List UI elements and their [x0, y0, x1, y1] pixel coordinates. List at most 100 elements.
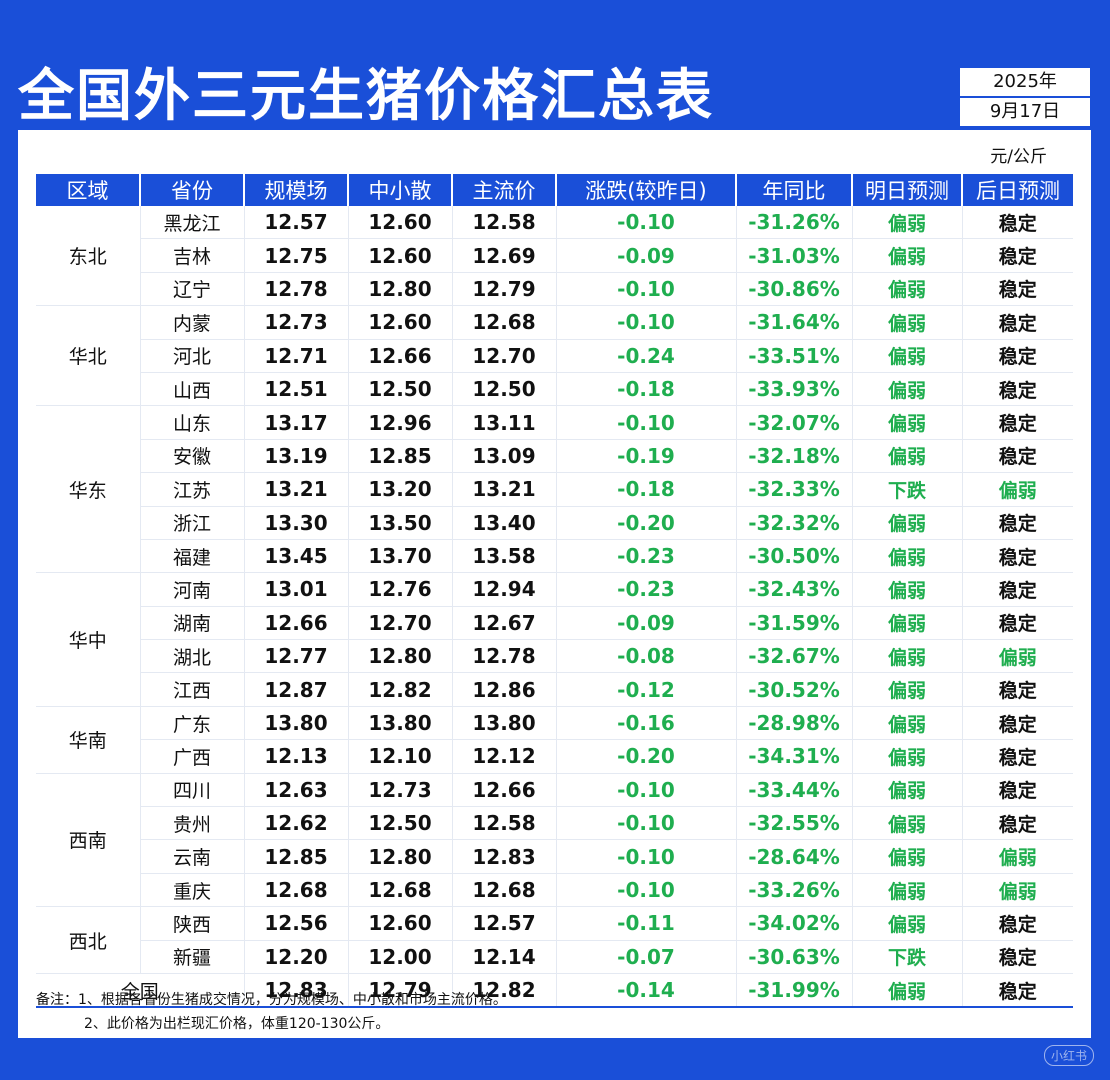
- price-cell: 12.67: [452, 606, 557, 641]
- price-cell: 12.58: [452, 206, 557, 240]
- change-cell: -0.10: [556, 806, 737, 841]
- unit-label: 元/公斤: [990, 147, 1047, 167]
- price-cell: 12.80: [348, 839, 453, 874]
- price-cell: 12.68: [244, 873, 349, 908]
- table-row: 贵州 12.62 12.50 12.58 -0.10 -32.55% 偏弱 稳定: [36, 806, 1073, 841]
- price-cell: 12.73: [244, 305, 349, 340]
- table-row: 华中 河南 13.01 12.76 12.94 -0.23 -32.43% 偏弱 稳定: [36, 572, 1073, 707]
- date-box: 2025年 9月17日: [958, 66, 1092, 128]
- forecast-tomorrow-cell: 偏弱: [852, 739, 963, 774]
- forecast-tomorrow-cell: 偏弱: [852, 206, 963, 240]
- price-cell: 12.63: [244, 773, 349, 808]
- price-cell: 13.20: [348, 472, 453, 507]
- price-cell: 12.57: [244, 206, 349, 240]
- yoy-cell: -32.55%: [736, 806, 853, 841]
- forecast-tomorrow-cell: 偏弱: [852, 672, 963, 707]
- region-cell: 西南: [36, 773, 141, 908]
- price-cell: 12.86: [452, 672, 557, 707]
- change-cell: -0.19: [556, 439, 737, 474]
- price-cell: 12.96: [348, 405, 453, 440]
- forecast-after-cell: 稳定: [962, 506, 1073, 540]
- change-cell: -0.08: [556, 639, 737, 674]
- forecast-after-cell: 稳定: [962, 940, 1073, 974]
- table-row: 华北 内蒙 12.73 12.60 12.68 -0.10 -31.64% 偏弱 稳定: [36, 305, 1073, 407]
- yoy-cell: -33.93%: [736, 372, 853, 407]
- price-cell: 12.77: [244, 639, 349, 674]
- table-row: 湖北 12.77 12.80 12.78 -0.08 -32.67% 偏弱 偏弱: [36, 639, 1073, 674]
- forecast-tomorrow-cell: 偏弱: [852, 372, 963, 407]
- header-cell: 规模场: [244, 174, 349, 206]
- price-cell: 12.70: [452, 339, 557, 373]
- province-cell: 福建: [140, 539, 245, 574]
- yoy-cell: -31.26%: [736, 206, 853, 240]
- date-day: 9月17日: [960, 98, 1090, 126]
- change-cell: -0.10: [556, 773, 737, 808]
- header-cell: 后日预测: [962, 174, 1073, 206]
- forecast-after-cell: 稳定: [962, 206, 1073, 240]
- province-cell: 浙江: [140, 506, 245, 540]
- table-row: 福建 13.45 13.70 13.58 -0.23 -30.50% 偏弱 稳定: [36, 539, 1073, 574]
- forecast-after-cell: 稳定: [962, 405, 1073, 440]
- price-cell: 12.75: [244, 238, 349, 273]
- price-cell: 13.17: [244, 405, 349, 440]
- price-cell: 12.76: [348, 572, 453, 607]
- price-cell: 12.87: [244, 672, 349, 707]
- price-cell: 12.58: [452, 806, 557, 841]
- price-cell: 12.60: [348, 305, 453, 340]
- price-cell: 13.21: [244, 472, 349, 507]
- price-cell: 13.19: [244, 439, 349, 474]
- change-cell: -0.10: [556, 305, 737, 340]
- price-cell: 13.58: [452, 539, 557, 574]
- forecast-tomorrow-cell: 偏弱: [852, 339, 963, 373]
- price-cell: 13.50: [348, 506, 453, 540]
- forecast-tomorrow-cell: 偏弱: [852, 773, 963, 808]
- region-cell: 华南: [36, 706, 141, 774]
- forecast-tomorrow-cell: 偏弱: [852, 405, 963, 440]
- price-cell: 12.56: [244, 906, 349, 941]
- price-cell: 12.85: [348, 439, 453, 474]
- price-cell: 12.14: [452, 940, 557, 974]
- price-cell: 12.60: [348, 206, 453, 240]
- price-cell: 12.83: [244, 973, 349, 1009]
- forecast-after-cell: 稳定: [962, 572, 1073, 607]
- forecast-tomorrow-cell: 下跌: [852, 472, 963, 507]
- price-cell: 12.69: [452, 238, 557, 273]
- change-cell: -0.10: [556, 873, 737, 908]
- total-label: 全国: [36, 973, 245, 1009]
- price-cell: 13.01: [244, 572, 349, 607]
- notes: 备注：1、根据各省份生猪成交情况，分为规模场、中小散和市场主流价格。 2、此价格…: [36, 988, 507, 1036]
- price-cell: 12.62: [244, 806, 349, 841]
- price-cell: 12.66: [348, 339, 453, 373]
- price-cell: 12.20: [244, 940, 349, 974]
- table-row: 湖南 12.66 12.70 12.67 -0.09 -31.59% 偏弱 稳定: [36, 606, 1073, 641]
- forecast-after-cell: 稳定: [962, 238, 1073, 273]
- price-cell: 13.40: [452, 506, 557, 540]
- yoy-cell: -30.63%: [736, 940, 853, 974]
- province-cell: 江苏: [140, 472, 245, 507]
- header-row: 区域 省份 规模场 中小散 主流价 涨跌(较昨日) 年同比 明日预测 后日预测: [36, 174, 1073, 206]
- change-cell: -0.10: [556, 405, 737, 440]
- change-cell: -0.14: [556, 973, 737, 1009]
- header-cell: 年同比: [736, 174, 853, 206]
- price-cell: 12.12: [452, 739, 557, 774]
- province-cell: 四川: [140, 773, 245, 808]
- price-cell: 12.60: [348, 238, 453, 273]
- region-cell: 华北: [36, 305, 141, 407]
- forecast-after-cell: 稳定: [962, 606, 1073, 641]
- table-row: 广西 12.13 12.10 12.12 -0.20 -34.31% 偏弱 稳定: [36, 739, 1073, 774]
- forecast-after-cell: 稳定: [962, 539, 1073, 574]
- change-cell: -0.20: [556, 739, 737, 774]
- price-cell: 12.68: [452, 305, 557, 340]
- table-row: 华东 山东 13.17 12.96 13.11 -0.10 -32.07% 偏弱 稳定: [36, 405, 1073, 574]
- forecast-tomorrow-cell: 偏弱: [852, 305, 963, 340]
- province-cell: 新疆: [140, 940, 245, 974]
- yoy-cell: -32.32%: [736, 506, 853, 540]
- forecast-tomorrow-cell: 偏弱: [852, 873, 963, 908]
- table-row: 河北 12.71 12.66 12.70 -0.24 -33.51% 偏弱 稳定: [36, 339, 1073, 373]
- forecast-tomorrow-cell: 偏弱: [852, 439, 963, 474]
- change-cell: -0.10: [556, 206, 737, 240]
- table-row: 辽宁 12.78 12.80 12.79 -0.10 -30.86% 偏弱 稳定: [36, 272, 1073, 307]
- price-cell: 12.66: [452, 773, 557, 808]
- price-cell: 12.82: [452, 973, 557, 1009]
- price-cell: 12.70: [348, 606, 453, 641]
